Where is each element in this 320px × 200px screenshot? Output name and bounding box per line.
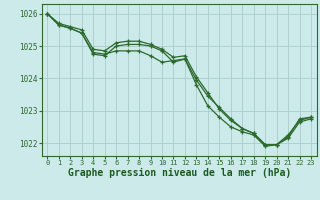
X-axis label: Graphe pression niveau de la mer (hPa): Graphe pression niveau de la mer (hPa)	[68, 168, 291, 178]
